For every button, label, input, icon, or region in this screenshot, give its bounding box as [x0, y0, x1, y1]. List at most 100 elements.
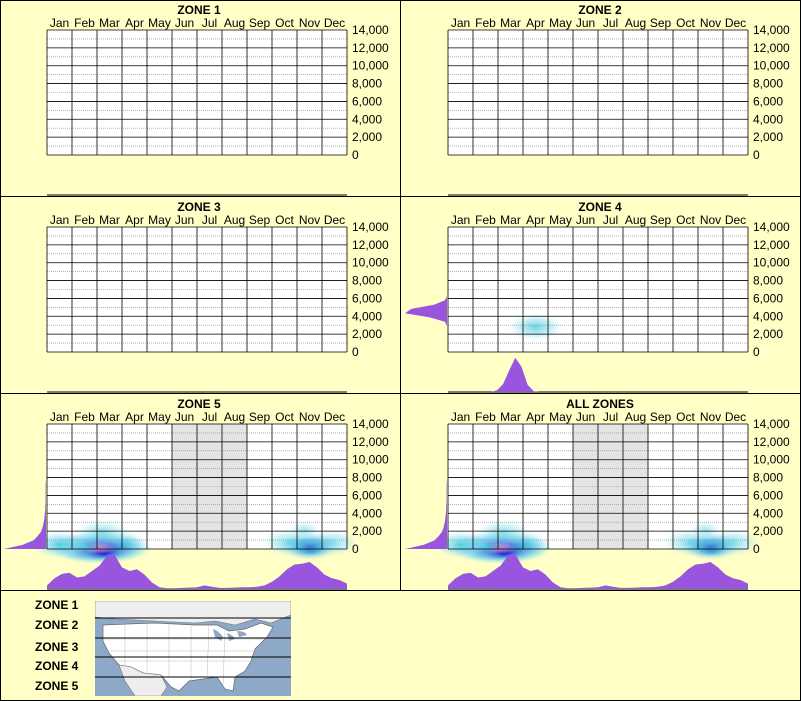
y-tick-label: 2,000 [352, 327, 382, 341]
month-label-jul: Jul [603, 213, 618, 227]
y-tick-label: 8,000 [352, 471, 382, 485]
month-label-jun: Jun [175, 16, 194, 30]
map-state-lines [103, 624, 265, 686]
month-label-may: May [148, 16, 171, 30]
us-zone-map [95, 601, 291, 696]
y-tick-label: 14,000 [753, 417, 790, 431]
month-label-feb: Feb [74, 410, 95, 424]
month-label-may: May [148, 410, 171, 424]
month-label-dec: Dec [725, 410, 746, 424]
legend-zone-2: ZONE 2 [35, 618, 79, 632]
elevation-profile [405, 227, 447, 352]
seasonal-profile [448, 554, 748, 589]
density-blob [705, 528, 761, 557]
month-label-jan: Jan [50, 16, 69, 30]
y-tick-label: 2,000 [352, 524, 382, 538]
month-label-dec: Dec [725, 16, 746, 30]
month-label-aug: Aug [224, 213, 245, 227]
y-tick-label: 10,000 [352, 256, 389, 270]
legend-zone-5: ZONE 5 [35, 679, 79, 693]
panel-title: ZONE 2 [578, 3, 622, 17]
month-label-oct: Oct [676, 16, 695, 30]
y-tick-label: 0 [352, 542, 359, 556]
month-label-feb: Feb [475, 16, 496, 30]
month-label-feb: Feb [74, 16, 95, 30]
legend-zone-4: ZONE 4 [35, 659, 79, 673]
month-label-dec: Dec [324, 16, 345, 30]
month-label-mar: Mar [500, 213, 521, 227]
legend-zone-3: ZONE 3 [35, 640, 79, 654]
month-label-mar: Mar [99, 410, 120, 424]
month-label-nov: Nov [700, 410, 721, 424]
month-label-apr: Apr [125, 410, 144, 424]
y-tick-label: 4,000 [753, 309, 783, 323]
panel-title: ZONE 5 [177, 397, 221, 411]
month-label-oct: Oct [676, 213, 695, 227]
y-tick-label: 10,000 [352, 453, 389, 467]
y-tick-label: 6,000 [352, 94, 382, 108]
y-tick-label: 2,000 [753, 524, 783, 538]
month-label-jun: Jun [576, 410, 595, 424]
month-label-feb: Feb [475, 410, 496, 424]
density-blob [507, 313, 564, 341]
y-tick-label: 12,000 [352, 41, 389, 55]
y-tick-label: 12,000 [352, 435, 389, 449]
y-tick-label: 12,000 [753, 238, 790, 252]
panel-4: ZONE 4 Jan Feb Mar Apr May Jun Jul Aug Sep Oct Nov D… [405, 200, 790, 393]
month-label-may: May [549, 213, 572, 227]
month-label-nov: Nov [299, 213, 320, 227]
y-tick-label: 10,000 [753, 59, 790, 73]
month-label-aug: Aug [625, 213, 646, 227]
panel-title: ZONE 1 [177, 3, 221, 17]
elevation-profile [4, 424, 46, 549]
y-tick-label: 8,000 [753, 471, 783, 485]
y-tick-label: 6,000 [753, 291, 783, 305]
month-label-sep: Sep [249, 16, 271, 30]
legend-zone-1: ZONE 1 [35, 598, 79, 612]
zone-boundaries [95, 617, 291, 678]
month-label-feb: Feb [74, 213, 95, 227]
y-tick-label: 8,000 [352, 77, 382, 91]
y-tick-label: 10,000 [352, 59, 389, 73]
y-tick-label: 8,000 [753, 274, 783, 288]
y-tick-label: 0 [753, 345, 760, 359]
y-tick-label: 0 [352, 148, 359, 162]
month-label-jan: Jan [50, 213, 69, 227]
y-tick-label: 14,000 [753, 220, 790, 234]
y-tick-label: 6,000 [352, 291, 382, 305]
month-label-jul: Jul [202, 16, 217, 30]
month-label-apr: Apr [125, 213, 144, 227]
month-label-aug: Aug [224, 410, 245, 424]
y-tick-label: 12,000 [352, 238, 389, 252]
panel-title: ZONE 3 [177, 200, 221, 214]
month-label-jan: Jan [50, 410, 69, 424]
elevation-profile [405, 424, 447, 549]
month-label-mar: Mar [500, 16, 521, 30]
month-label-jan: Jan [451, 16, 470, 30]
month-label-oct: Oct [275, 213, 294, 227]
month-label-oct: Oct [676, 410, 695, 424]
month-label-sep: Sep [650, 16, 672, 30]
density-blob [304, 528, 360, 557]
month-label-may: May [148, 213, 171, 227]
month-label-mar: Mar [500, 410, 521, 424]
y-tick-label: 14,000 [352, 23, 389, 37]
panel-1: ZONE 1 Jan Feb Mar Apr May Jun Jul Aug Sep Oct Nov D… [46, 3, 389, 196]
month-label-apr: Apr [125, 16, 144, 30]
month-label-oct: Oct [275, 410, 294, 424]
y-tick-label: 0 [753, 542, 760, 556]
y-tick-label: 6,000 [352, 488, 382, 502]
y-tick-label: 4,000 [352, 309, 382, 323]
month-label-aug: Aug [625, 410, 646, 424]
y-tick-label: 10,000 [753, 453, 790, 467]
panel-6: ALL ZONES Jan Feb Mar Apr May Jun Jul Aug Sep Oct N… [405, 397, 790, 590]
panel-5: ZONE 5 Jan Feb Mar Apr May Jun Jul Aug Sep Oct Nov D… [4, 397, 389, 590]
seasonal-profile [448, 357, 748, 392]
y-tick-label: 6,000 [753, 488, 783, 502]
month-label-jun: Jun [576, 213, 595, 227]
seasonal-profile [47, 554, 347, 589]
month-label-feb: Feb [475, 213, 496, 227]
month-label-nov: Nov [299, 410, 320, 424]
month-label-sep: Sep [249, 410, 271, 424]
month-label-mar: Mar [99, 16, 120, 30]
